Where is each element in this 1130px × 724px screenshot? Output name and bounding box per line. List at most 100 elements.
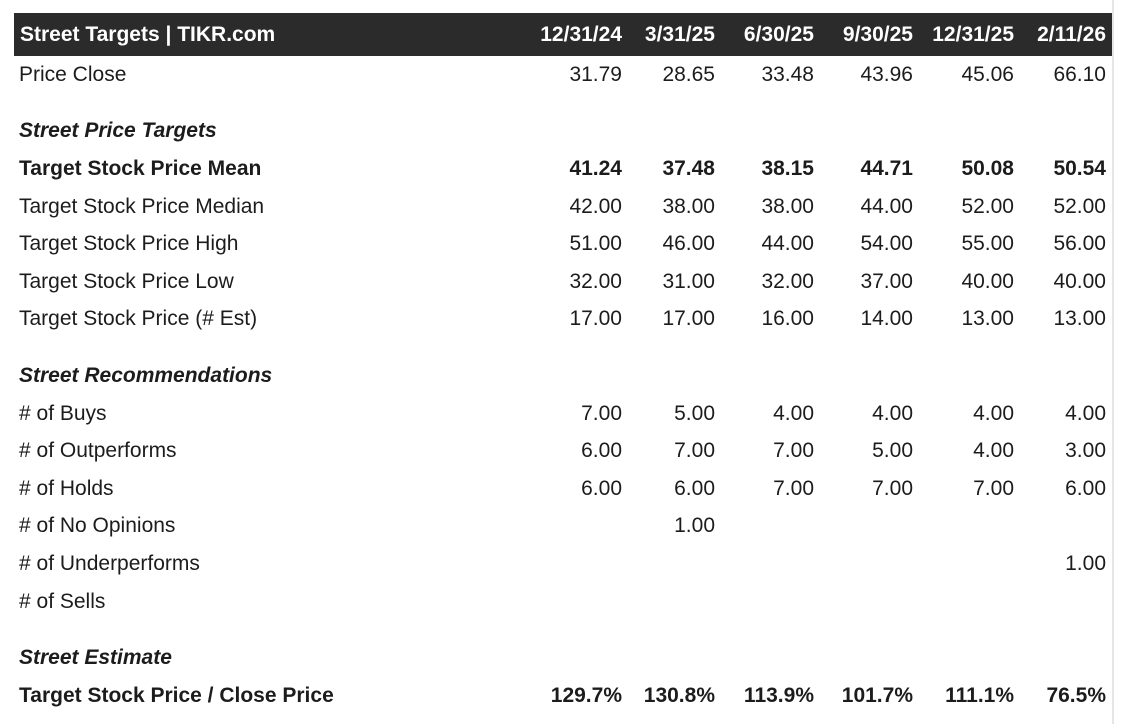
cell-value: 6.00: [581, 439, 622, 463]
table-row-underperforms: # of Underperforms 1.00: [14, 545, 1112, 583]
row-label: Target Stock Price / Close Price: [19, 683, 334, 707]
cell-value: 3.00: [1065, 439, 1106, 463]
cell-value: 1.00: [674, 514, 715, 538]
cell-value: 16.00: [761, 307, 814, 331]
cell-value: 130.8%: [643, 683, 715, 707]
cell-value: 13.00: [961, 307, 1014, 331]
row-label: # of Underperforms: [19, 551, 200, 575]
cell-value: 42.00: [569, 194, 622, 218]
table-row-price-close: Price Close 31.79 28.65 33.48 43.96 45.0…: [14, 56, 1112, 94]
cell-value: 46.00: [662, 232, 715, 256]
cell-value: [919, 508, 1020, 546]
cell-value: 76.5%: [1046, 683, 1106, 707]
column-header: 12/31/24: [540, 22, 622, 46]
cell-value: 44.00: [761, 232, 814, 256]
table-row-holds: # of Holds 6.00 6.00 7.00 7.00 7.00 6.00: [14, 470, 1112, 508]
section-heading-estimate: Street Estimate: [19, 646, 172, 670]
cell-value: 41.24: [569, 156, 622, 180]
cell-value: 32.00: [569, 269, 622, 293]
cell-value: [820, 508, 919, 546]
row-label: # of Sells: [19, 589, 106, 613]
table-row-target-high: Target Stock Price High 51.00 46.00 44.0…: [14, 225, 1112, 263]
cell-value: 5.00: [674, 401, 715, 425]
table-row-buys: # of Buys 7.00 5.00 4.00 4.00 4.00 4.00: [14, 395, 1112, 433]
column-header: 2/11/26: [1037, 22, 1106, 46]
row-label: Target Stock Price High: [19, 232, 239, 256]
cell-value: [528, 545, 628, 583]
cell-value: 66.10: [1053, 62, 1106, 86]
row-label: Target Stock Price Low: [19, 269, 234, 293]
table-row-no-opinions: # of No Opinions 1.00: [14, 508, 1112, 546]
section-heading-recommendations: Street Recommendations: [19, 363, 273, 387]
row-label: Target Stock Price (# Est): [19, 307, 258, 331]
cell-value: 32.00: [761, 269, 814, 293]
cell-value: 52.00: [961, 194, 1014, 218]
cell-value: 17.00: [662, 307, 715, 331]
cell-value: 52.00: [1053, 194, 1106, 218]
cell-value: 7.00: [773, 476, 814, 500]
cell-value: [721, 508, 820, 546]
cell-value: [1020, 583, 1112, 621]
cell-value: 4.00: [1065, 401, 1106, 425]
cell-value: 4.00: [973, 439, 1014, 463]
street-targets-table: Street Targets | TIKR.com 12/31/24 3/31/…: [14, 13, 1112, 715]
spacer-row: [14, 94, 1112, 113]
row-label: # of Holds: [19, 476, 114, 500]
cell-value: 50.08: [961, 156, 1014, 180]
section-heading-row: Street Recommendations: [14, 357, 1112, 395]
cell-value: 55.00: [961, 232, 1014, 256]
cell-value: 6.00: [674, 476, 715, 500]
cell-value: 101.7%: [841, 683, 913, 707]
cell-value: 129.7%: [550, 683, 622, 707]
cell-value: [721, 545, 820, 583]
section-heading-row: Street Price Targets: [14, 113, 1112, 151]
spacer-row: [14, 620, 1112, 639]
cell-value: 44.71: [860, 156, 913, 180]
cell-value: 31.00: [662, 269, 715, 293]
table-row-num-est: Target Stock Price (# Est) 17.00 17.00 1…: [14, 301, 1112, 339]
cell-value: [919, 545, 1020, 583]
cell-value: 50.54: [1053, 156, 1106, 180]
spacer-row: [14, 338, 1112, 357]
cell-value: 13.00: [1053, 307, 1106, 331]
column-header: 3/31/25: [644, 22, 715, 46]
cell-value: 40.00: [1053, 269, 1106, 293]
row-label: Target Stock Price Median: [19, 194, 265, 218]
column-header: 12/31/25: [932, 22, 1014, 46]
cell-value: 28.65: [662, 62, 715, 86]
cell-value: 17.00: [569, 307, 622, 331]
cell-value: 38.00: [662, 194, 715, 218]
cell-value: 38.00: [761, 194, 814, 218]
column-header: 9/30/25: [842, 22, 913, 46]
section-heading-price-targets: Street Price Targets: [19, 119, 217, 143]
cell-value: 7.00: [872, 476, 913, 500]
row-label: # of Buys: [19, 401, 107, 425]
column-header: 6/30/25: [743, 22, 814, 46]
cell-value: 4.00: [773, 401, 814, 425]
cell-value: 4.00: [973, 401, 1014, 425]
row-label: Target Stock Price Mean: [19, 156, 262, 180]
cell-value: 7.00: [773, 439, 814, 463]
cell-value: 4.00: [872, 401, 913, 425]
cell-value: 113.9%: [743, 683, 814, 707]
cell-value: [820, 545, 919, 583]
cell-value: 33.48: [761, 62, 814, 86]
cell-value: 7.00: [674, 439, 715, 463]
cell-value: 7.00: [973, 476, 1014, 500]
row-label: # of Outperforms: [19, 439, 177, 463]
table-row-outperforms: # of Outperforms 6.00 7.00 7.00 5.00 4.0…: [14, 432, 1112, 470]
cell-value: [628, 545, 721, 583]
cell-value: 6.00: [581, 476, 622, 500]
cell-value: 40.00: [961, 269, 1014, 293]
cell-value: 31.79: [569, 62, 622, 86]
cell-value: [820, 583, 919, 621]
row-label: # of No Opinions: [19, 514, 176, 538]
cell-value: 7.00: [581, 401, 622, 425]
cell-value: 111.1%: [945, 683, 1014, 707]
cell-value: 56.00: [1053, 232, 1106, 256]
table-header-row: Street Targets | TIKR.com 12/31/24 3/31/…: [14, 13, 1112, 56]
cell-value: 6.00: [1065, 476, 1106, 500]
cell-value: 43.96: [860, 62, 913, 86]
cell-value: [721, 583, 820, 621]
cell-value: 38.15: [761, 156, 814, 180]
